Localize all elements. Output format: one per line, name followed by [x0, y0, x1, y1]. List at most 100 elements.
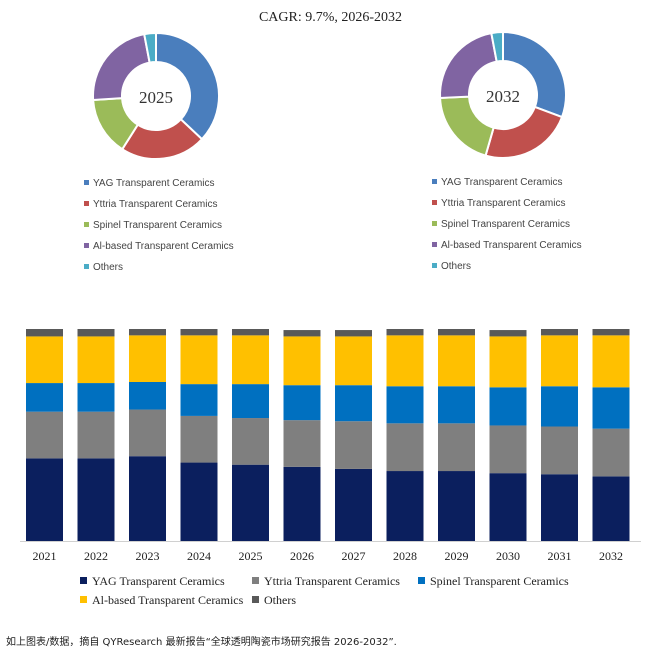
- bar-2022-spinel-transparent-ceramics: [77, 383, 115, 412]
- bar-2023-yttria-transparent-ceramics: [129, 409, 166, 457]
- donut-2032-legend-label-al-based-transparent-ceramics: Al-based Transparent Ceramics: [441, 240, 582, 251]
- donut-2032-slice-yag-transparent-ceramics: [502, 30, 567, 119]
- bar-legend-swatch-others: [252, 596, 259, 603]
- bar-2022-others: [77, 329, 115, 337]
- x-tick-label-2024: 2024: [187, 549, 211, 563]
- bar-2021-yttria-transparent-ceramics: [26, 411, 63, 459]
- x-tick-label-2029: 2029: [445, 549, 469, 563]
- bar-2023-yag-transparent-ceramics: [129, 456, 166, 541]
- bar-2023-al-based-transparent-ceramics: [129, 335, 166, 382]
- bar-2031-yttria-transparent-ceramics: [541, 426, 578, 475]
- bar-2029-others: [438, 329, 475, 336]
- donut-2025-legend-label-al-based-transparent-ceramics: Al-based Transparent Ceramics: [93, 241, 234, 252]
- chart-title: CAGR: 9.7%, 2026-2032: [258, 10, 403, 25]
- bar-2021-spinel-transparent-ceramics: [26, 383, 63, 412]
- bar-2030-yag-transparent-ceramics: [489, 473, 527, 541]
- bar-2027-yag-transparent-ceramics: [335, 468, 372, 541]
- bar-2028-yag-transparent-ceramics: [386, 471, 424, 541]
- bar-2024-yag-transparent-ceramics: [180, 462, 218, 541]
- bar-2025-yttria-transparent-ceramics: [232, 418, 269, 465]
- bar-2023-spinel-transparent-ceramics: [129, 382, 166, 410]
- bar-2030-others: [489, 330, 527, 337]
- donut-2032-legend-swatch-yag-transparent-ceramics: [432, 179, 437, 184]
- donut-2032-legend-swatch-al-based-transparent-ceramics: [432, 242, 437, 247]
- bar-2032-spinel-transparent-ceramics: [592, 387, 630, 429]
- x-tick-label-2026: 2026: [290, 549, 314, 563]
- x-tick-label-2028: 2028: [393, 549, 417, 563]
- bar-2031-others: [541, 329, 578, 336]
- bar-2030-spinel-transparent-ceramics: [489, 387, 527, 426]
- bar-legend-label-al-based-transparent-ceramics: Al-based Transparent Ceramics: [92, 593, 244, 607]
- bar-2027-al-based-transparent-ceramics: [335, 336, 372, 386]
- bar-2029-yag-transparent-ceramics: [438, 471, 475, 541]
- bar-2025-others: [232, 329, 269, 336]
- bar-2028-al-based-transparent-ceramics: [386, 335, 424, 387]
- bar-2030-yttria-transparent-ceramics: [489, 425, 527, 474]
- donut-2032-slice-others: [490, 30, 504, 63]
- donut-2032-legend-label-spinel-transparent-ceramics: Spinel Transparent Ceramics: [441, 219, 570, 230]
- donut-2032-legend-swatch-spinel-transparent-ceramics: [432, 221, 437, 226]
- bar-2028-others: [386, 329, 424, 336]
- bar-2025-spinel-transparent-ceramics: [232, 384, 269, 419]
- bar-legend-swatch-yag-transparent-ceramics: [80, 577, 87, 584]
- donut-2032-legend-label-others: Others: [441, 261, 471, 272]
- bar-2028-spinel-transparent-ceramics: [386, 386, 424, 424]
- bar-2021-others: [26, 329, 63, 337]
- x-tick-label-2027: 2027: [342, 549, 366, 563]
- bar-legend-swatch-al-based-transparent-ceramics: [80, 596, 87, 603]
- bar-2027-spinel-transparent-ceramics: [335, 385, 372, 422]
- bar-2026-al-based-transparent-ceramics: [283, 336, 321, 386]
- donut-2032-legend-swatch-yttria-transparent-ceramics: [432, 200, 437, 205]
- bar-2021-al-based-transparent-ceramics: [26, 336, 63, 384]
- bar-2032-al-based-transparent-ceramics: [592, 335, 630, 388]
- donut-2025-legend-swatch-al-based-transparent-ceramics: [84, 243, 89, 248]
- donut-2025-slice-yag-transparent-ceramics: [155, 31, 220, 141]
- donut-2025-center-label: 2025: [139, 88, 173, 107]
- bar-2032-yttria-transparent-ceramics: [592, 428, 630, 477]
- bar-2024-spinel-transparent-ceramics: [180, 384, 218, 416]
- x-tick-label-2025: 2025: [239, 549, 263, 563]
- bar-2025-yag-transparent-ceramics: [232, 464, 269, 541]
- bar-2027-others: [335, 330, 372, 337]
- bar-2027-yttria-transparent-ceramics: [335, 421, 372, 469]
- source-footnote: 如上图表/数据，摘自 QYResearch 最新报告“全球透明陶瓷市场研究报告 …: [6, 637, 397, 648]
- donut-2025-legend-swatch-yag-transparent-ceramics: [84, 180, 89, 185]
- bar-2031-spinel-transparent-ceramics: [541, 386, 578, 427]
- donut-2025-slice-others: [143, 31, 157, 64]
- x-tick-label-2031: 2031: [548, 549, 572, 563]
- bar-2028-yttria-transparent-ceramics: [386, 423, 424, 472]
- bar-2032-others: [592, 329, 630, 336]
- bar-legend-swatch-yttria-transparent-ceramics: [252, 577, 259, 584]
- bar-2022-yag-transparent-ceramics: [77, 458, 115, 541]
- bar-2032-yag-transparent-ceramics: [592, 476, 630, 541]
- bar-2029-al-based-transparent-ceramics: [438, 335, 475, 387]
- donut-2032-legend-swatch-others: [432, 263, 437, 268]
- bar-2026-spinel-transparent-ceramics: [283, 385, 321, 421]
- donut-2025-legend-label-others: Others: [93, 262, 123, 273]
- donut-2032-legend-label-yttria-transparent-ceramics: Yttria Transparent Ceramics: [441, 198, 566, 209]
- donut-2025-legend-label-yag-transparent-ceramics: YAG Transparent Ceramics: [93, 178, 215, 189]
- x-tick-label-2030: 2030: [496, 549, 520, 563]
- bar-2031-al-based-transparent-ceramics: [541, 335, 578, 387]
- bar-legend-label-spinel-transparent-ceramics: Spinel Transparent Ceramics: [430, 574, 569, 588]
- bar-2024-yttria-transparent-ceramics: [180, 415, 218, 463]
- bar-legend-label-yttria-transparent-ceramics: Yttria Transparent Ceramics: [264, 574, 400, 588]
- bar-2029-spinel-transparent-ceramics: [438, 386, 475, 424]
- bar-2024-al-based-transparent-ceramics: [180, 335, 218, 385]
- bar-2031-yag-transparent-ceramics: [541, 474, 578, 541]
- bar-2023-others: [129, 329, 166, 336]
- donut-2025-legend-swatch-others: [84, 264, 89, 269]
- bar-2026-others: [283, 330, 321, 337]
- bar-2025-al-based-transparent-ceramics: [232, 335, 269, 385]
- donut-2025-legend-label-spinel-transparent-ceramics: Spinel Transparent Ceramics: [93, 220, 222, 231]
- x-tick-label-2022: 2022: [84, 549, 108, 563]
- bar-legend-swatch-spinel-transparent-ceramics: [418, 577, 425, 584]
- donut-2025-legend-swatch-spinel-transparent-ceramics: [84, 222, 89, 227]
- donut-2025-legend-swatch-yttria-transparent-ceramics: [84, 201, 89, 206]
- bar-2021-yag-transparent-ceramics: [26, 458, 63, 541]
- x-tick-label-2023: 2023: [136, 549, 160, 563]
- bar-2022-yttria-transparent-ceramics: [77, 411, 115, 459]
- bar-2030-al-based-transparent-ceramics: [489, 336, 527, 388]
- x-tick-label-2021: 2021: [33, 549, 57, 563]
